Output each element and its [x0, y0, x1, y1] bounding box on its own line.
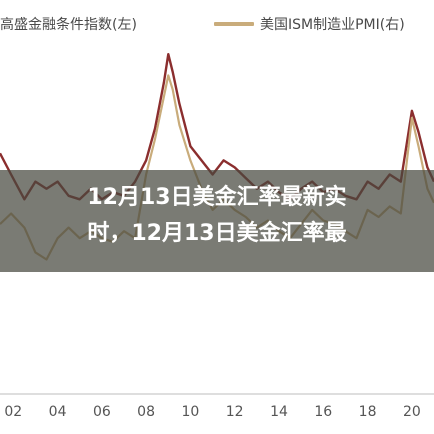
- overlay-title: 12月13日美金汇率最新实 时，12月13日美金汇率最: [0, 180, 434, 252]
- x-tick-label: 04: [48, 404, 67, 420]
- x-tick-label: 16: [314, 404, 333, 420]
- x-tick-label: 12: [225, 404, 244, 420]
- overlay-band: [0, 170, 434, 272]
- x-tick-label: 20: [402, 404, 421, 420]
- legend-item-ism-pmi: 美国ISM制造业PMI(右): [214, 14, 405, 34]
- x-tick-label: 18: [358, 404, 377, 420]
- x-tick-label: 10: [181, 404, 200, 420]
- x-tick-label: 14: [270, 404, 288, 420]
- overlay-title-line-1: 12月13日美金汇率最新实: [87, 185, 347, 210]
- overlay-title-line-2: 时，12月13日美金汇率最: [87, 221, 347, 246]
- legend-label-gs-fci: 高盛金融条件指数(左): [0, 17, 137, 33]
- legend-item-gs-fci: 高盛金融条件指数(左): [0, 14, 137, 34]
- legend-label-ism-pmi: 美国ISM制造业PMI(右): [260, 17, 405, 33]
- x-tick-label: 06: [92, 404, 111, 420]
- x-tick-label: 08: [137, 404, 156, 420]
- legend-swatch-ism-pmi: [214, 22, 254, 26]
- legend: 高盛金融条件指数(左) 美国ISM制造业PMI(右): [0, 10, 434, 36]
- x-tick-label: 02: [4, 404, 23, 420]
